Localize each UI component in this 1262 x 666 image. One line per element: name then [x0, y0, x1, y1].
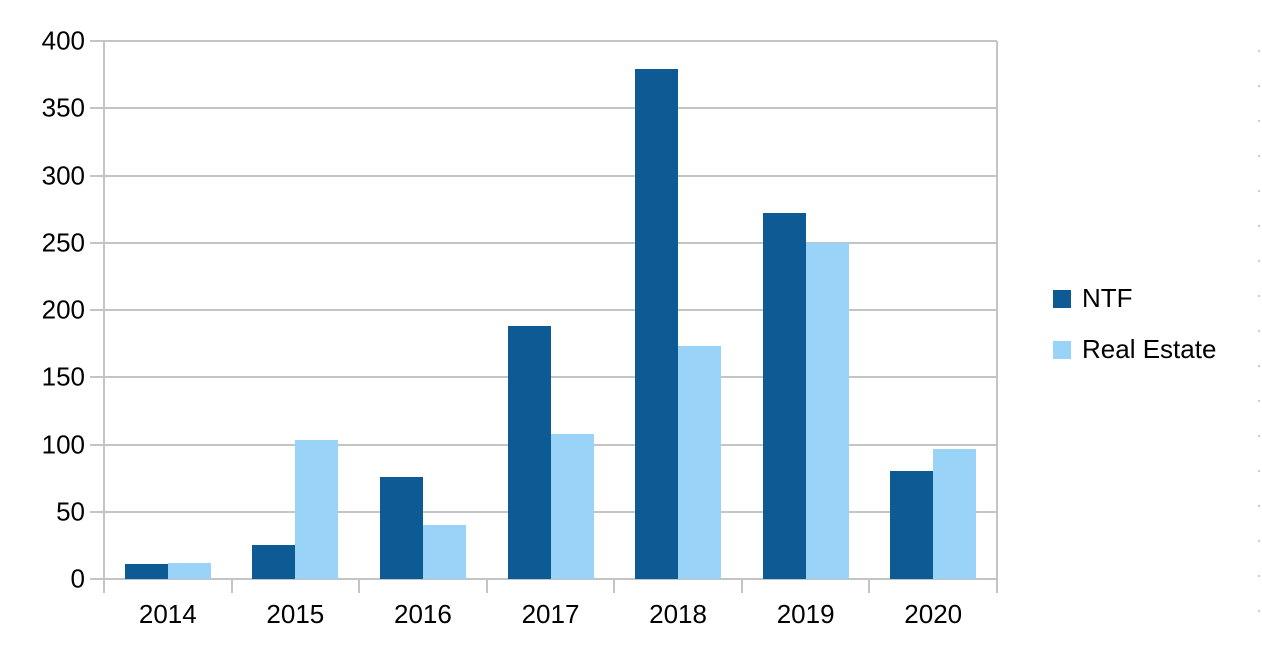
y-axis-tick-0 [90, 578, 104, 580]
bar-real-estate-2017 [550, 433, 594, 579]
bar-ntf-2019 [762, 213, 806, 579]
y-axis-label-50: 50 [56, 496, 85, 527]
legend-label-ntf: NTF [1082, 283, 1133, 313]
x-axis-tick-7 [996, 579, 998, 593]
legend-swatch-ntf-icon [1053, 289, 1071, 308]
x-axis-tick-3 [485, 579, 488, 593]
legend-label-real-estate: Real Estate [1082, 334, 1217, 364]
y-axis-label-350: 350 [41, 92, 85, 123]
y-axis-label-150: 150 [41, 361, 85, 392]
x-axis-label-2017: 2017 [521, 599, 580, 629]
x-axis-tick-1 [230, 579, 233, 593]
y-axis-label-100: 100 [41, 429, 85, 459]
plot-right-border [996, 41, 998, 592]
legend-swatch-real-estate-icon [1053, 340, 1071, 359]
x-axis-tick-6 [868, 579, 871, 593]
gridline-y-300 [104, 174, 997, 177]
y-axis-tick-50 [90, 510, 104, 513]
y-axis-tick-350 [90, 107, 104, 110]
gridline-y-250 [104, 241, 997, 244]
y-axis-tick-300 [90, 174, 104, 177]
bar-real-estate-2020 [933, 448, 977, 579]
bar-ntf-2018 [635, 69, 679, 579]
x-axis-tick-2 [358, 579, 361, 593]
bar-ntf-2017 [507, 326, 551, 579]
y-axis-tick-400 [90, 40, 104, 42]
x-axis-tick-4 [613, 579, 616, 593]
x-axis-label-2014: 2014 [138, 599, 197, 629]
x-axis-label-2019: 2019 [776, 599, 835, 629]
y-axis-label-400: 400 [41, 25, 85, 56]
bar-ntf-2015 [252, 545, 296, 579]
y-axis-line [103, 41, 105, 592]
bar-real-estate-2018 [678, 346, 722, 579]
y-axis-label-250: 250 [41, 227, 85, 258]
y-axis-tick-200 [90, 309, 104, 311]
y-axis-tick-100 [90, 443, 104, 446]
y-axis-label-300: 300 [41, 160, 85, 190]
gridline-y-150 [104, 376, 997, 379]
bar-ntf-2020 [890, 471, 934, 579]
bar-real-estate-2014 [167, 562, 211, 579]
x-axis-label-2018: 2018 [649, 599, 707, 629]
y-axis-tick-150 [90, 376, 104, 379]
page-edge-dotted-border [1258, 50, 1260, 626]
bar-ntf-2016 [379, 476, 423, 579]
gridline-y-350 [104, 107, 997, 110]
legend-item-ntf: NTF [1053, 283, 1216, 314]
x-axis-label-2016: 2016 [394, 599, 452, 629]
gridline-y-200 [104, 309, 997, 311]
x-axis-tick-0 [103, 579, 105, 593]
y-axis-label-0: 0 [70, 563, 85, 594]
gridline-y-0 [104, 578, 997, 580]
bar-real-estate-2016 [422, 525, 466, 579]
x-axis-tick-5 [740, 579, 743, 593]
bar-real-estate-2019 [805, 242, 849, 579]
y-axis-tick-250 [90, 241, 104, 244]
x-axis-label-2015: 2015 [266, 599, 325, 629]
gridline-y-400 [104, 40, 997, 42]
y-axis-label-200: 200 [41, 294, 85, 325]
bar-ntf-2014 [124, 564, 168, 579]
x-axis-label-2020: 2020 [904, 599, 963, 629]
legend: NTF Real Estate [1053, 283, 1216, 385]
legend-item-real-estate: Real Estate [1053, 334, 1216, 365]
bar-real-estate-2015 [295, 440, 339, 579]
